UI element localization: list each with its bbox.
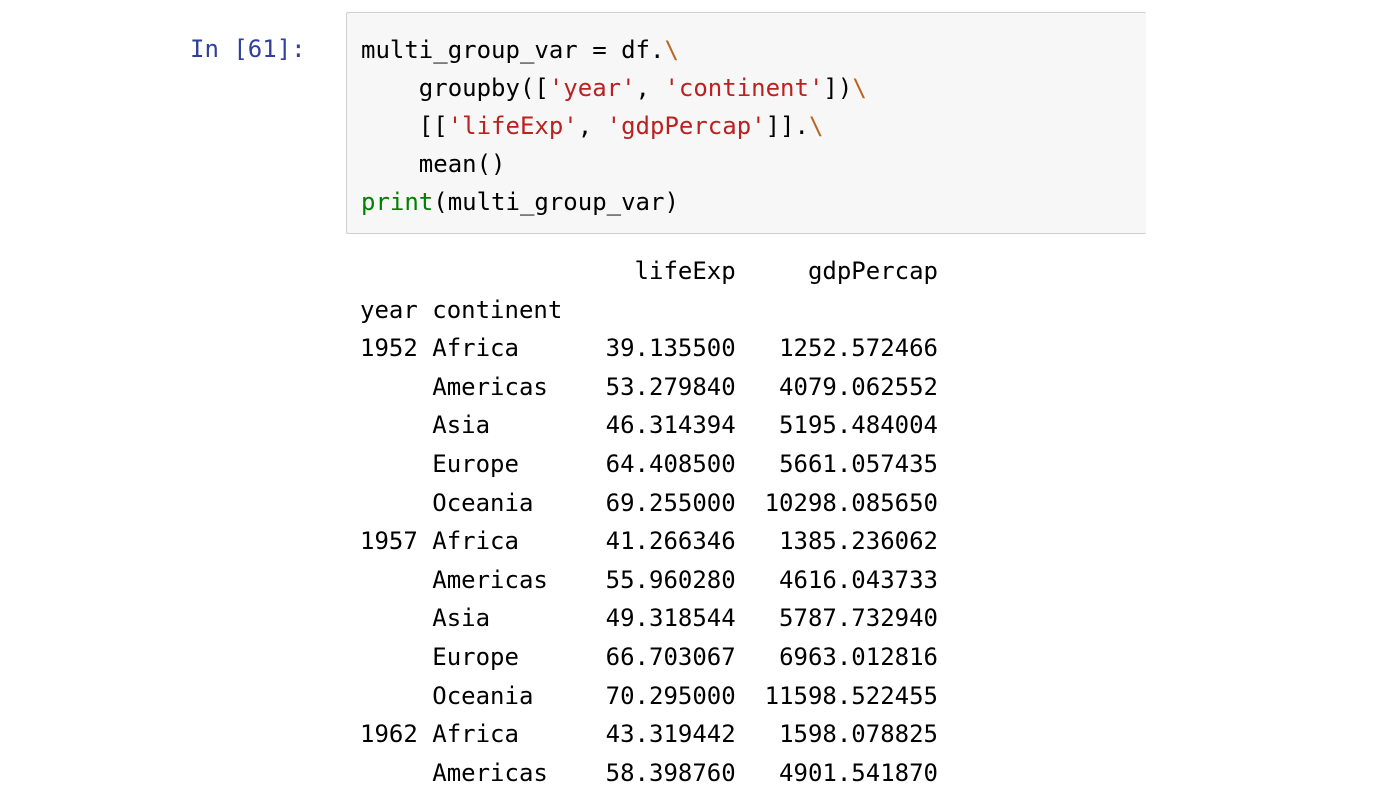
row-lifeexp: 39.135500 — [605, 334, 736, 363]
output-data-row: 1962 Africa 43.319442 1598.078825 — [360, 715, 938, 754]
row-continent: Americas — [432, 758, 548, 787]
code-line: mean() — [361, 145, 867, 183]
column-header-gdppercap: gdpPercap — [807, 257, 938, 285]
row-lifeexp: 41.266346 — [605, 527, 736, 556]
row-gdppercap: 5661.057435 — [779, 449, 939, 478]
output-data-row: Americas 53.279840 4079.062552 — [360, 368, 938, 407]
row-continent: Americas — [432, 565, 548, 594]
code-string-token: 'continent' — [664, 74, 824, 102]
row-gdppercap: 1252.572466 — [779, 334, 939, 363]
row-gdppercap: 4079.062552 — [779, 372, 938, 401]
output-data-row: Europe 64.408500 5661.057435 — [360, 445, 938, 484]
row-gdppercap: 6963.012816 — [779, 642, 939, 671]
row-gdppercap: 5195.484004 — [779, 411, 938, 440]
row-continent: Americas — [432, 372, 548, 401]
code-continuation-token: \ — [808, 112, 824, 140]
output-header-row: lifeExp gdpPercap — [360, 252, 938, 291]
row-gdppercap: 11598.522455 — [764, 681, 938, 710]
code-builtin-token: print — [361, 188, 434, 216]
output-data-row: Oceania 70.295000 11598.522455 — [360, 677, 938, 716]
index-name-continent: continent — [432, 295, 563, 324]
code-continuation-token: \ — [852, 74, 867, 102]
row-gdppercap: 10298.085650 — [764, 488, 938, 517]
code-token: (multi_group_var) — [433, 188, 679, 216]
code-token: ]) — [823, 74, 853, 102]
row-year: 1952 — [360, 334, 418, 363]
code-string-token: 'lifeExp' — [447, 112, 578, 140]
code-token: , — [635, 74, 665, 102]
row-gdppercap: 4616.043733 — [779, 565, 938, 594]
row-lifeexp: 58.398760 — [605, 758, 736, 787]
output-area: lifeExp gdpPercap year continent 1952 Afri… — [360, 252, 938, 792]
row-gdppercap: 4901.541870 — [779, 758, 938, 787]
code-line: groupby(['year', 'continent'])\ — [361, 69, 867, 107]
row-continent: Asia — [432, 411, 491, 440]
row-lifeexp: 55.960280 — [605, 565, 736, 594]
row-continent: Europe — [432, 449, 519, 478]
code-token: multi_group_var = df. — [361, 36, 665, 64]
code-continuation-token: \ — [664, 36, 679, 64]
row-lifeexp: 64.408500 — [605, 449, 736, 478]
input-prompt: In [61]: — [190, 35, 306, 63]
row-gdppercap: 1598.078825 — [779, 720, 939, 749]
row-gdppercap: 1385.236062 — [779, 527, 939, 556]
output-data-row: Europe 66.703067 6963.012816 — [360, 638, 938, 677]
row-lifeexp: 49.318544 — [605, 604, 736, 633]
code-token: groupby([ — [361, 74, 549, 102]
row-continent: Oceania — [432, 681, 534, 710]
row-continent: Africa — [432, 720, 519, 749]
row-continent: Africa — [432, 334, 519, 363]
row-continent: Europe — [432, 642, 519, 671]
row-continent: Africa — [432, 527, 519, 556]
row-lifeexp: 70.295000 — [605, 681, 736, 710]
code-token: [[ — [361, 112, 448, 140]
output-data-row: Americas 58.398760 4901.541870 — [360, 754, 938, 792]
output-data-row: 1957 Africa 41.266346 1385.236062 — [360, 522, 938, 561]
row-lifeexp: 43.319442 — [605, 720, 736, 749]
output-data-row: Asia 46.314394 5195.484004 — [360, 406, 938, 445]
row-continent: Asia — [432, 604, 491, 633]
row-year: 1957 — [360, 527, 418, 556]
code-editor[interactable]: multi_group_var = df.\ groupby(['year', … — [361, 31, 867, 221]
code-line: multi_group_var = df.\ — [361, 31, 867, 69]
code-string-token: 'gdpPercap' — [606, 112, 766, 140]
row-lifeexp: 69.255000 — [605, 488, 736, 517]
output-data-row: 1952 Africa 39.135500 1252.572466 — [360, 329, 938, 368]
row-lifeexp: 66.703067 — [605, 642, 736, 671]
output-data-row: Asia 49.318544 5787.732940 — [360, 599, 938, 638]
code-line: print(multi_group_var) — [361, 183, 867, 221]
column-header-lifeexp: lifeExp — [634, 257, 736, 285]
code-input-area[interactable]: multi_group_var = df.\ groupby(['year', … — [346, 12, 1146, 234]
output-data-row: Oceania 69.255000 10298.085650 — [360, 484, 938, 523]
row-year: 1962 — [360, 720, 418, 749]
row-lifeexp: 46.314394 — [605, 411, 736, 440]
row-lifeexp: 53.279840 — [605, 372, 736, 401]
output-data-row: Americas 55.960280 4616.043733 — [360, 561, 938, 600]
code-token: , — [577, 112, 607, 140]
code-line: [['lifeExp', 'gdpPercap']].\ — [361, 107, 867, 145]
index-name-year: year — [360, 295, 418, 324]
code-token: mean() — [361, 150, 506, 178]
row-continent: Oceania — [432, 488, 534, 517]
output-index-names-row: year continent — [360, 291, 938, 330]
row-gdppercap: 5787.732940 — [779, 604, 938, 633]
code-string-token: 'year' — [548, 74, 636, 102]
code-token: ]]. — [765, 112, 809, 140]
